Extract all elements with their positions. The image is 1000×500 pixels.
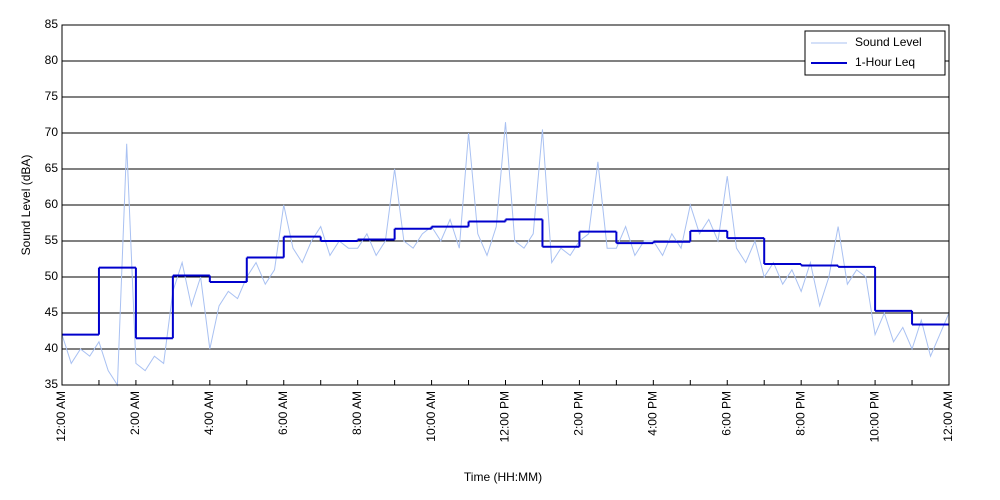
x-tick-label: 10:00 AM: [424, 391, 438, 442]
sound-level-line: [61, 122, 950, 387]
y-tick-label: 75: [45, 89, 59, 103]
x-tick-label: 8:00 AM: [350, 391, 364, 435]
y-axis-label: Sound Level (dBA): [19, 155, 33, 256]
y-tick-label: 55: [45, 233, 59, 247]
y-tick-label: 35: [45, 377, 59, 391]
x-tick-label: 8:00 PM: [793, 391, 807, 436]
plot-frame: [61, 24, 950, 386]
legend-label: 1-Hour Leq: [855, 55, 915, 69]
x-tick-label: 4:00 PM: [646, 391, 660, 436]
y-tick-label: 70: [45, 125, 59, 139]
x-tick-label: 10:00 PM: [867, 391, 881, 442]
legend-label: Sound Level: [855, 35, 922, 49]
x-tick-label: 6:00 AM: [276, 391, 290, 435]
x-tick-label: 12:00 AM: [54, 391, 68, 442]
y-tick-label: 45: [45, 305, 59, 319]
x-tick-label: 12:00 PM: [498, 391, 512, 442]
y-tick-label: 65: [45, 161, 59, 175]
x-tick-label: 12:00 AM: [941, 391, 955, 442]
x-tick-label: 4:00 AM: [202, 391, 216, 435]
y-tick-label: 80: [45, 53, 59, 67]
y-tick-label: 85: [45, 17, 59, 31]
legend-box: [804, 30, 946, 76]
x-tick-label: 6:00 PM: [719, 391, 733, 436]
x-tick-label: 2:00 AM: [128, 391, 142, 435]
y-tick-label: 40: [45, 341, 59, 355]
y-tick-label: 60: [45, 197, 59, 211]
y-tick-label: 50: [45, 269, 59, 283]
x-axis-label: Time (HH:MM): [464, 470, 542, 484]
x-tick-label: 2:00 PM: [572, 391, 586, 436]
